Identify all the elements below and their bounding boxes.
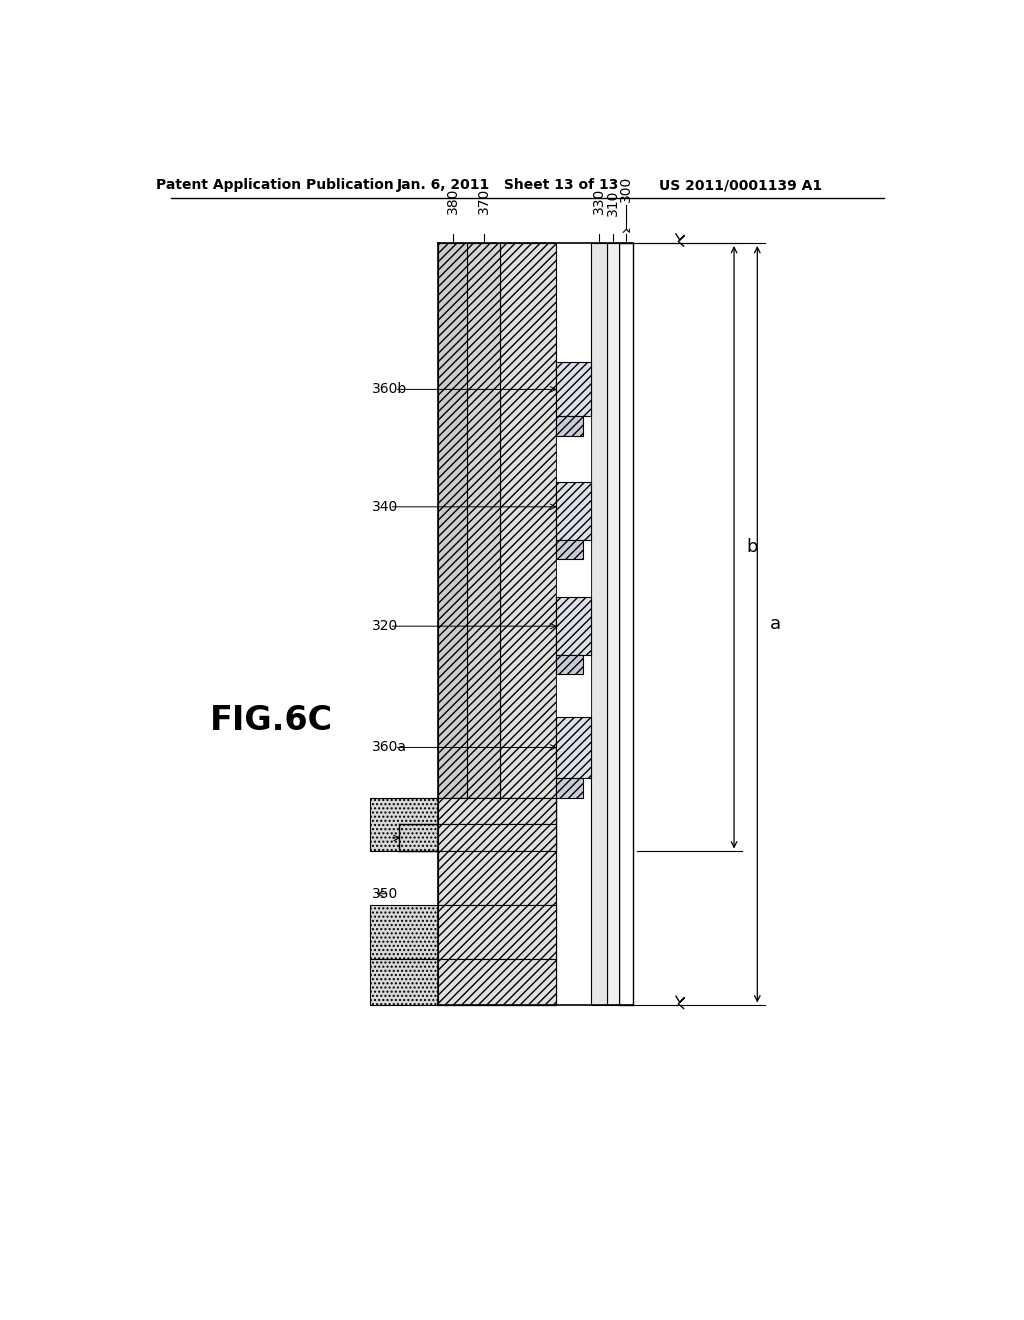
Bar (556, 540, 583, 558)
Text: 360b: 360b (372, 383, 408, 396)
Bar (370, 960, 556, 1006)
Bar (556, 482, 592, 540)
Bar (500, 243, 556, 1006)
Bar (438, 851, 556, 906)
Text: 340: 340 (372, 500, 398, 513)
Bar (592, 243, 607, 1006)
Bar (556, 416, 583, 436)
Text: 375: 375 (372, 830, 398, 845)
Bar (556, 540, 592, 598)
Bar (438, 960, 556, 1006)
Bar (360, 243, 711, 1006)
Text: Patent Application Publication: Patent Application Publication (157, 178, 394, 193)
Text: 360a: 360a (372, 741, 408, 755)
Text: 350: 350 (372, 887, 398, 900)
Bar (556, 655, 592, 717)
Text: 370: 370 (477, 187, 490, 214)
Text: FIG.6C: FIG.6C (210, 704, 333, 737)
Text: US 2011/0001139 A1: US 2011/0001139 A1 (658, 178, 822, 193)
Bar (556, 655, 583, 675)
Text: 330: 330 (592, 187, 606, 214)
Bar (467, 243, 500, 1006)
Text: 320: 320 (372, 619, 398, 634)
Bar (607, 243, 620, 1006)
Bar (438, 906, 556, 960)
Bar (556, 779, 583, 797)
Text: 300: 300 (620, 176, 633, 202)
Bar (399, 825, 556, 851)
Bar (556, 416, 592, 482)
Text: b: b (746, 539, 758, 556)
Bar (556, 363, 592, 416)
Bar (438, 243, 467, 1006)
Bar (438, 825, 556, 851)
Text: a: a (770, 615, 781, 634)
Text: 380: 380 (445, 187, 460, 214)
Bar (556, 598, 592, 655)
Bar (438, 797, 556, 825)
Bar (620, 243, 633, 1006)
Bar (370, 906, 556, 960)
Bar (370, 797, 556, 851)
Text: Jan. 6, 2011   Sheet 13 of 13: Jan. 6, 2011 Sheet 13 of 13 (396, 178, 618, 193)
Bar (556, 717, 592, 779)
Text: 310: 310 (606, 190, 621, 216)
Bar (399, 797, 556, 825)
